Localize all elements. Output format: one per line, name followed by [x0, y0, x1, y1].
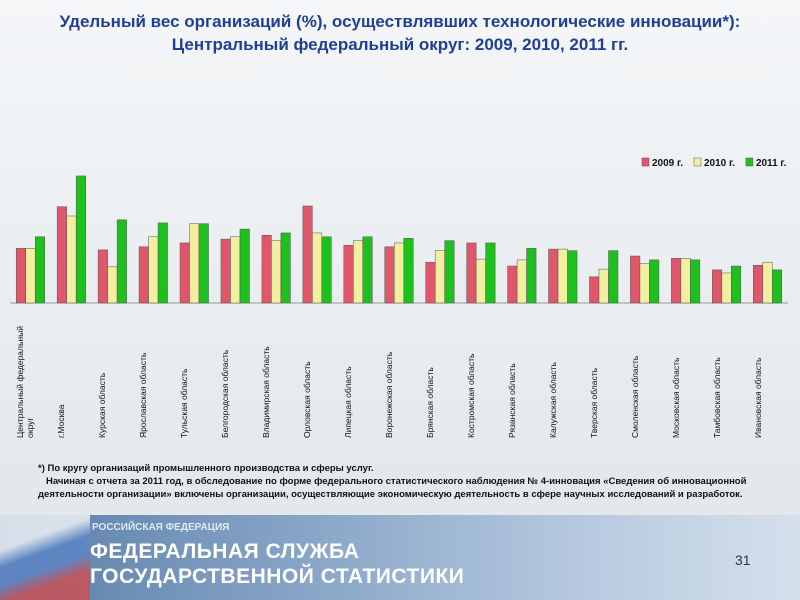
bar	[138, 246, 149, 304]
x-tick-label: Смоленская область	[629, 355, 640, 438]
bar	[97, 249, 108, 304]
x-tick-label: Калужская область	[547, 362, 558, 438]
footer-title: ГОСУДАРСТВЕННОЙ СТАТИСТИКИ	[90, 565, 465, 588]
bar	[343, 245, 354, 304]
bar	[403, 238, 414, 304]
page-number: 31	[735, 552, 751, 568]
bar	[690, 259, 701, 304]
bar	[639, 263, 650, 304]
footer-country: РОССИЙСКАЯ ФЕДЕРАЦИЯ	[92, 522, 230, 533]
bar	[239, 228, 250, 304]
bar	[107, 266, 118, 304]
bar	[321, 236, 332, 304]
footnote-line: *) По кругу организаций промышленного пр…	[38, 463, 374, 474]
bar	[220, 238, 231, 304]
x-tick-label: Владимирская область	[261, 346, 272, 438]
bar	[772, 269, 783, 304]
bar	[649, 259, 660, 304]
legend-swatch	[745, 157, 754, 167]
bar	[179, 242, 190, 304]
x-tick-label: Курская область	[97, 372, 108, 438]
bar	[302, 205, 313, 304]
bar	[548, 248, 559, 304]
bar	[15, 248, 26, 304]
x-tick-label: Ивановская область	[752, 357, 763, 438]
x-tick-label: Воронежская область	[384, 351, 394, 438]
bar	[261, 234, 272, 304]
chart: 2009 г. 2010 г. 2011 г.	[10, 157, 788, 304]
x-tick-label: Костромская область	[465, 353, 476, 438]
legend-swatch	[693, 157, 702, 167]
footer-banner: РОССИЙСКАЯ ФЕДЕРАЦИЯ ФЕДЕРАЛЬНАЯ СЛУЖБА …	[0, 515, 800, 600]
x-tick-label: Центральный федеральный округ	[15, 326, 36, 438]
bar	[598, 268, 609, 304]
bar	[394, 242, 404, 304]
footer-title: ФЕДЕРАЛЬНАЯ СЛУЖБА	[90, 540, 360, 563]
legend-swatch	[641, 157, 650, 167]
bar	[280, 232, 291, 304]
bar	[148, 236, 159, 304]
bar	[75, 175, 86, 304]
flag	[0, 515, 90, 600]
x-tick-label: Московская область	[670, 357, 681, 438]
bar	[731, 265, 742, 304]
bar	[589, 276, 600, 304]
bar	[567, 250, 578, 304]
x-tick-label: Рязанская область	[506, 363, 517, 438]
bar	[712, 269, 723, 304]
bar	[56, 206, 67, 304]
bar	[116, 219, 127, 304]
bar	[34, 236, 45, 304]
bar	[721, 272, 732, 304]
bar	[230, 236, 241, 304]
bar	[353, 240, 364, 304]
legend-label: 2011 г.	[756, 158, 787, 169]
x-tick-label: Орловская область	[302, 361, 313, 438]
chart-title: Удельный вес организаций (%), осуществля…	[59, 12, 741, 54]
bar	[198, 223, 209, 304]
bar	[630, 255, 641, 304]
bar	[271, 240, 282, 304]
bar	[434, 250, 445, 304]
bar	[526, 248, 537, 304]
bar	[680, 258, 691, 304]
bar	[157, 222, 168, 304]
footnote-line: Начиная с отчета за 2011 год, в обследов…	[38, 476, 747, 500]
bar	[362, 236, 373, 304]
bar	[425, 261, 436, 304]
footnote: *) По кругу организаций промышленного пр…	[38, 462, 783, 501]
bar	[485, 242, 496, 304]
bar	[516, 259, 527, 304]
bar	[671, 258, 682, 304]
legend-label: 2010 г.	[704, 158, 735, 169]
x-tick-label: Тверская область	[588, 367, 599, 438]
x-tick-label: Тульская область	[179, 368, 190, 439]
bar	[753, 265, 764, 304]
bar	[466, 242, 477, 304]
bar	[557, 248, 568, 304]
x-tick-label: Брянская область	[424, 367, 435, 438]
x-tick-label: г.Москва	[56, 404, 67, 438]
bar	[312, 232, 323, 304]
bar	[384, 246, 395, 304]
legend-label: 2009 г.	[652, 158, 683, 169]
bar	[189, 223, 200, 304]
bar	[762, 261, 773, 304]
bar	[444, 240, 455, 304]
x-tick-label: Липецкая область	[343, 366, 354, 438]
bar	[475, 258, 486, 304]
x-tick-label: Тамбовская область	[711, 357, 722, 438]
bar	[66, 215, 77, 304]
x-tick-label: Ярославская область	[138, 352, 149, 438]
bar	[507, 265, 518, 304]
x-tick-label: Белгородская область	[220, 349, 231, 438]
bar	[608, 250, 619, 304]
bar	[25, 248, 36, 304]
